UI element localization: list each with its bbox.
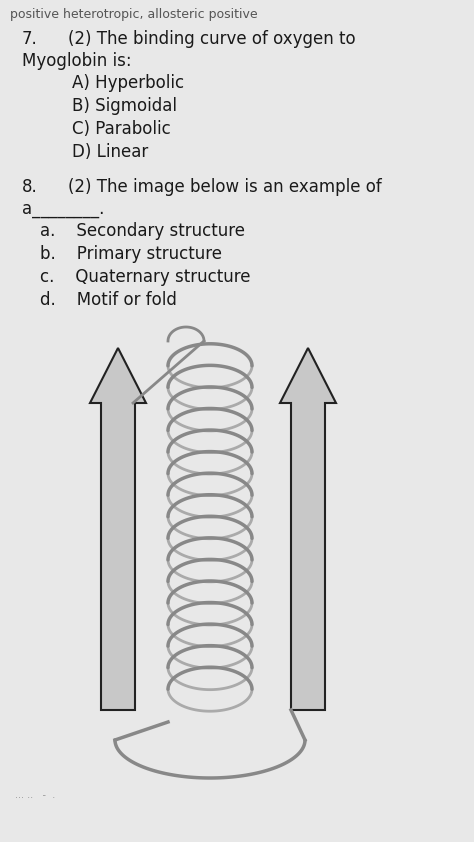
Text: (2) The binding curve of oxygen to: (2) The binding curve of oxygen to xyxy=(68,30,356,48)
Polygon shape xyxy=(90,348,146,710)
Text: D) Linear: D) Linear xyxy=(72,143,148,161)
Text: b.    Primary structure: b. Primary structure xyxy=(40,245,222,263)
Text: Myoglobin is:: Myoglobin is: xyxy=(22,52,132,70)
Text: a.    Secondary structure: a. Secondary structure xyxy=(40,222,245,240)
Polygon shape xyxy=(280,348,336,710)
Text: positive heterotropic, allosteric positive: positive heterotropic, allosteric positi… xyxy=(10,8,258,21)
Text: a________.: a________. xyxy=(22,200,104,218)
Text: A) Hyperbolic: A) Hyperbolic xyxy=(72,74,184,92)
Text: 8.: 8. xyxy=(22,178,38,196)
Text: (2) The image below is an example of: (2) The image below is an example of xyxy=(68,178,382,196)
Text: C) Parabolic: C) Parabolic xyxy=(72,120,171,138)
Text: c.    Quaternary structure: c. Quaternary structure xyxy=(40,268,250,286)
Text: B) Sigmoidal: B) Sigmoidal xyxy=(72,97,177,115)
Text: 7.: 7. xyxy=(22,30,38,48)
Text: d.    Motif or fold: d. Motif or fold xyxy=(40,291,177,309)
Text: ... ..   -  .: ... .. - . xyxy=(15,790,55,800)
